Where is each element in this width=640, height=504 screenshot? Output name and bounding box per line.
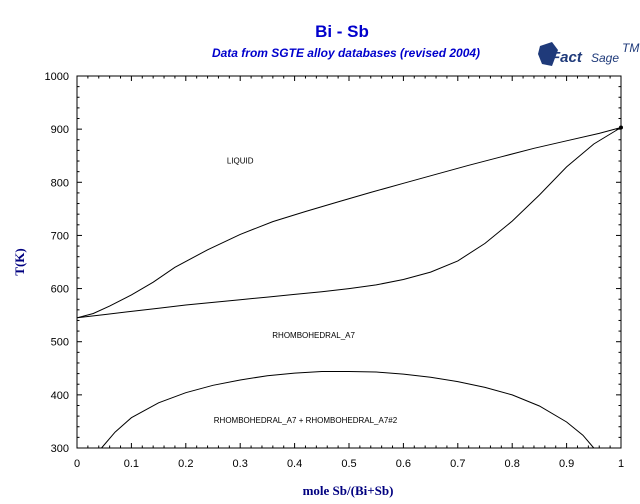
x-tick-label: 0.1 [124,458,139,470]
x-tick-label: 0.7 [450,458,465,470]
x-axis-label: mole Sb/(Bi+Sb) [303,483,394,498]
y-tick-label: 900 [51,124,69,136]
two-phase-region-label: RHOMBOHEDRAL_A7 + RHOMBOHEDRAL_A7#2 [214,416,398,425]
chart-subtitle: Data from SGTE alloy databases (revised … [212,46,480,60]
x-tick-label: 0.6 [396,458,411,470]
y-tick-label: 800 [51,177,69,189]
y-tick-label: 300 [51,443,69,455]
y-tick-label: 700 [51,230,69,242]
factsage-logo-mark: TM [622,41,639,55]
phase-boundaries [76,125,623,449]
x-tick-label: 1 [618,458,624,470]
x-tick-label: 0.2 [178,458,193,470]
solidus-curve [76,127,622,319]
x-tick-label: 0.8 [505,458,520,470]
liquid-region-label: LIQUID [227,157,254,166]
factsage-logo: Fact Sage TM [538,41,639,66]
factsage-logo-icon [538,42,558,66]
y-tick-label: 1000 [45,71,69,83]
liquidus-curve [76,127,622,319]
x-tick-label: 0.9 [559,458,574,470]
x-tick-label: 0.5 [341,458,356,470]
y-tick-label: 600 [51,284,69,296]
y-axis-label: T(K) [12,248,27,275]
y-axis: 300 400 500 600 700 800 900 1000 [45,71,621,455]
chart-title: Bi - Sb [315,22,369,41]
x-axis: 0 0.1 0.2 0.3 0.4 0.5 0.6 0.7 0.8 0.9 1 [74,76,624,470]
x-tick-label: 0 [74,458,80,470]
region-labels: LIQUID RHOMBOHEDRAL_A7 RHOMBOHEDRAL_A7 + R… [214,157,398,425]
rhombohedral-region-label: RHOMBOHEDRAL_A7 [272,331,355,340]
factsage-logo-brand: Fact [551,49,583,66]
y-tick-label: 400 [51,390,69,402]
factsage-logo-brand-secondary: Sage [591,51,619,65]
x-tick-label: 0.4 [287,458,302,470]
plot-frame [76,75,622,449]
x-tick-label: 0.3 [233,458,248,470]
miscibility-gap-curve [101,371,595,449]
melting-point-marker [619,125,623,130]
y-tick-label: 500 [51,337,69,349]
